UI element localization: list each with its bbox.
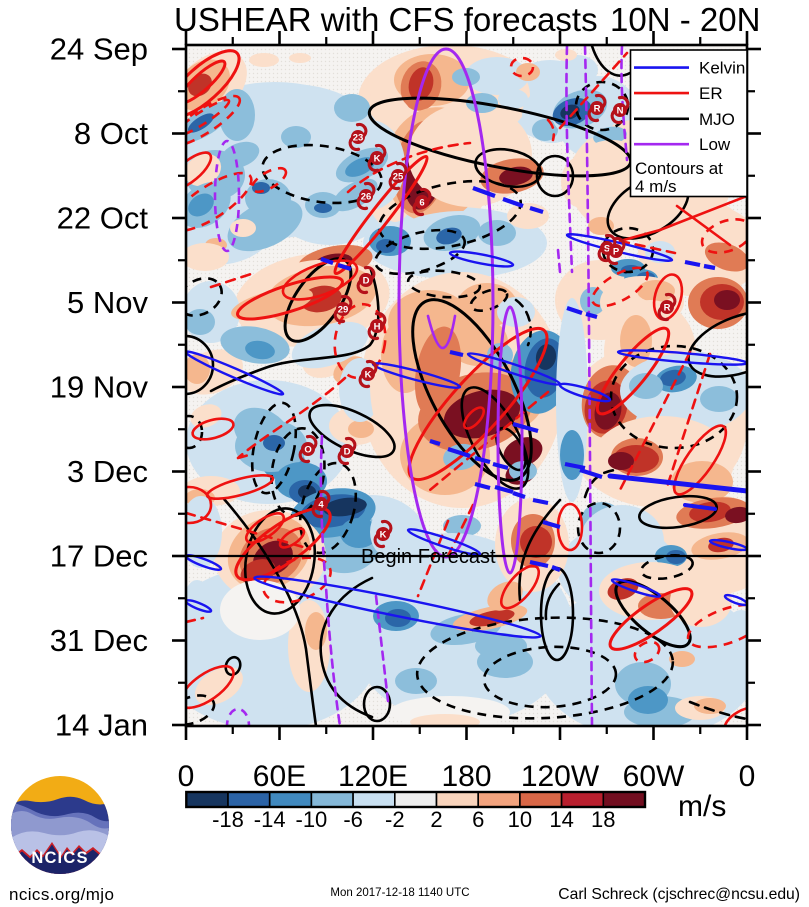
svg-text:-6: -6 — [343, 807, 363, 832]
svg-text:ER: ER — [699, 84, 723, 103]
svg-text:Low: Low — [699, 135, 731, 154]
svg-text:6: 6 — [472, 807, 484, 832]
svg-text:23: 23 — [353, 132, 364, 143]
svg-text:0: 0 — [739, 760, 756, 793]
svg-text:R: R — [594, 103, 601, 114]
svg-text:-10: -10 — [296, 807, 328, 832]
svg-text:31 Dec: 31 Dec — [50, 623, 148, 658]
svg-text:P: P — [613, 246, 620, 257]
svg-text:24 Sep: 24 Sep — [50, 32, 148, 67]
svg-text:4: 4 — [318, 499, 324, 510]
svg-text:19 Nov: 19 Nov — [50, 370, 149, 405]
svg-text:60W: 60W — [623, 760, 685, 793]
svg-text:Carl Schreck (cjschrec@ncsu.ed: Carl Schreck (cjschrec@ncsu.edu) — [558, 886, 800, 903]
svg-text:6: 6 — [419, 197, 424, 208]
svg-text:N: N — [617, 105, 624, 116]
svg-text:60E: 60E — [253, 760, 306, 793]
svg-text:14 Jan: 14 Jan — [55, 708, 148, 743]
svg-text:120E: 120E — [338, 760, 408, 793]
svg-text:17 Dec: 17 Dec — [50, 539, 148, 574]
svg-text:D: D — [363, 275, 370, 286]
svg-text:S: S — [604, 243, 610, 254]
svg-text:0: 0 — [178, 760, 195, 793]
svg-text:H: H — [374, 321, 381, 332]
svg-text:25: 25 — [393, 171, 404, 182]
svg-text:K: K — [380, 529, 387, 540]
svg-text:120W: 120W — [521, 760, 600, 793]
svg-text:26: 26 — [361, 191, 372, 202]
svg-text:8 Oct: 8 Oct — [74, 116, 148, 151]
svg-text:USHEAR with CFS forecasts: USHEAR with CFS forecasts — [174, 1, 598, 38]
svg-text:4 m/s: 4 m/s — [635, 177, 677, 196]
svg-text:K: K — [374, 153, 381, 164]
svg-text:D: D — [344, 446, 351, 457]
svg-text:m/s: m/s — [678, 790, 726, 823]
svg-text:10: 10 — [508, 807, 532, 832]
svg-text:MJO: MJO — [699, 110, 735, 129]
svg-text:K: K — [365, 369, 372, 380]
svg-text:29: 29 — [338, 304, 349, 315]
svg-text:O: O — [304, 444, 311, 455]
svg-text:18: 18 — [591, 807, 615, 832]
svg-text:22 Oct: 22 Oct — [57, 201, 149, 236]
svg-text:-18: -18 — [212, 807, 244, 832]
svg-text:R: R — [664, 302, 671, 313]
svg-text:-14: -14 — [254, 807, 286, 832]
svg-text:Kelvin: Kelvin — [699, 59, 745, 78]
svg-text:10N - 20N: 10N - 20N — [610, 1, 760, 38]
svg-text:NCICS: NCICS — [31, 849, 88, 867]
svg-text:3 Dec: 3 Dec — [67, 454, 148, 489]
svg-text:Contours at: Contours at — [635, 159, 723, 178]
svg-text:ncics.org/mjo: ncics.org/mjo — [9, 885, 114, 904]
svg-text:5 Nov: 5 Nov — [67, 285, 148, 320]
svg-text:-2: -2 — [385, 807, 405, 832]
svg-text:2: 2 — [430, 807, 442, 832]
svg-text:14: 14 — [549, 807, 573, 832]
svg-text:180: 180 — [441, 760, 491, 793]
svg-text:Mon 2017-12-18 1140 UTC: Mon 2017-12-18 1140 UTC — [330, 887, 469, 899]
